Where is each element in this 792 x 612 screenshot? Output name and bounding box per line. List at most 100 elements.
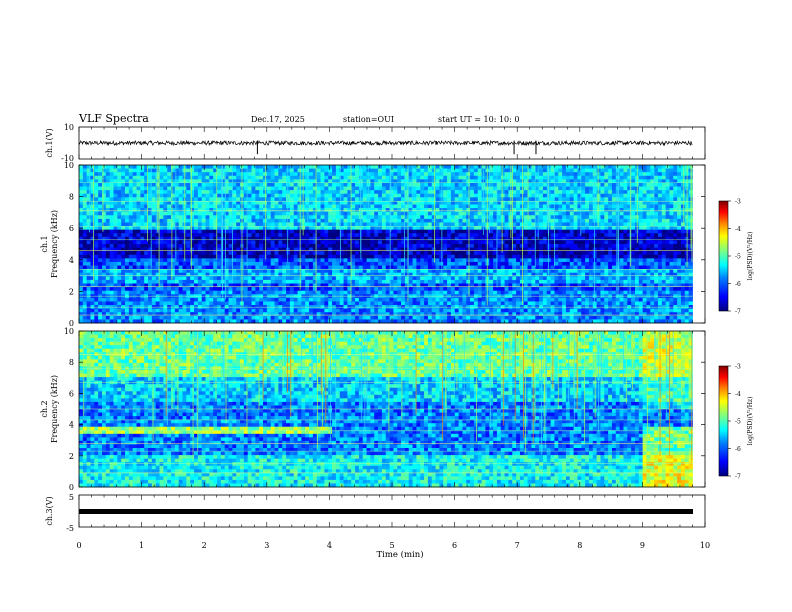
spectrogram-cell bbox=[286, 175, 291, 180]
spectrogram-cell bbox=[113, 197, 118, 202]
spectrogram-cell bbox=[362, 319, 367, 324]
spectrogram-cell bbox=[320, 272, 325, 277]
spectrogram-cell bbox=[270, 251, 275, 256]
spectrogram-cell bbox=[362, 222, 367, 227]
spectrogram-cell bbox=[512, 190, 517, 195]
spectrogram-cell bbox=[217, 240, 222, 245]
spectrogram-cell bbox=[366, 319, 371, 324]
spectrogram-cell bbox=[454, 301, 459, 306]
spectrogram-cell bbox=[358, 290, 364, 295]
spectrogram-cell bbox=[305, 236, 310, 241]
spectrogram-cell bbox=[343, 186, 348, 191]
spectrogram-cell bbox=[251, 229, 256, 234]
spectrogram-cell bbox=[332, 251, 337, 256]
spectrogram-cell bbox=[151, 272, 157, 277]
spectrogram-cell bbox=[117, 204, 122, 209]
spectrogram-cell bbox=[450, 200, 456, 205]
spectrogram-cell bbox=[289, 168, 295, 173]
spectrogram-cell bbox=[255, 236, 260, 241]
spectrogram-cell bbox=[320, 179, 325, 184]
spectrogram-cell bbox=[98, 254, 103, 259]
spectrogram-cell bbox=[309, 182, 314, 187]
spectrogram-cell bbox=[117, 218, 122, 223]
spectrogram-cell bbox=[274, 222, 279, 227]
spectrogram-cell bbox=[443, 312, 448, 317]
spectrogram-cell bbox=[504, 226, 509, 231]
spectrogram-cell bbox=[274, 211, 279, 216]
spectrogram-cell bbox=[458, 200, 463, 205]
spectrogram-cell bbox=[136, 244, 141, 248]
spectrogram-cell bbox=[312, 222, 318, 227]
spectrogram-cell bbox=[435, 190, 440, 195]
spectrogram-cell bbox=[496, 265, 502, 270]
spectrogram-cell bbox=[370, 269, 375, 274]
spectrogram-cell bbox=[355, 215, 360, 220]
spectrogram-cell bbox=[163, 229, 168, 234]
spectrogram-cell bbox=[401, 244, 406, 248]
spectrogram-cell bbox=[255, 208, 260, 213]
spectrogram-cell bbox=[332, 182, 337, 187]
spectrogram-cell bbox=[132, 175, 137, 180]
spectrogram-cell bbox=[220, 290, 226, 295]
spectrogram-cell bbox=[125, 168, 130, 173]
spectrogram-cell bbox=[328, 211, 333, 216]
spectrogram-cell bbox=[86, 222, 91, 227]
spectrogram-cell bbox=[209, 254, 214, 259]
spectrogram-cell bbox=[362, 179, 367, 184]
spectrogram-cell bbox=[397, 204, 402, 209]
spectrogram-cell bbox=[90, 244, 95, 248]
spectrogram-cell bbox=[105, 197, 111, 202]
spectrogram-cell bbox=[167, 272, 172, 277]
spectrogram-cell bbox=[117, 290, 122, 295]
spectrogram-cell bbox=[500, 244, 505, 248]
spectrogram-cell bbox=[171, 315, 176, 320]
spectrogram-cell bbox=[447, 186, 452, 191]
spectrogram-cell bbox=[389, 229, 394, 234]
spectrogram-cell bbox=[186, 165, 191, 169]
spectrogram-cell bbox=[109, 240, 114, 245]
spectrogram-cell bbox=[286, 172, 291, 177]
spectrogram-cell bbox=[251, 319, 256, 324]
spectrogram-cell bbox=[197, 265, 203, 270]
spectrogram-cell bbox=[125, 200, 130, 205]
spectrogram-cell bbox=[274, 182, 279, 187]
spectrogram-cell bbox=[236, 200, 241, 205]
spectrogram-cell bbox=[397, 272, 402, 277]
spectrogram-cell bbox=[424, 258, 429, 263]
spectrogram-cell bbox=[351, 204, 356, 209]
spectrogram-cell bbox=[466, 272, 471, 277]
spectrogram-cell bbox=[389, 211, 394, 216]
spectrogram-cell bbox=[98, 190, 103, 195]
spectrogram-cell bbox=[493, 236, 498, 241]
spectrogram-cell bbox=[247, 168, 252, 173]
spectrogram-cell bbox=[404, 247, 410, 252]
spectrogram-cell bbox=[458, 211, 463, 216]
spectrogram-cell bbox=[186, 269, 191, 274]
spectrogram-cell bbox=[194, 200, 199, 205]
spectrogram-cell bbox=[378, 251, 383, 256]
spectrogram-cell bbox=[316, 301, 321, 306]
spectrogram-cell bbox=[416, 218, 421, 223]
spectrogram-cell bbox=[328, 251, 333, 256]
spectrogram-cell bbox=[240, 319, 245, 324]
spectrogram-cell bbox=[266, 254, 272, 259]
spectrogram-cell bbox=[454, 204, 459, 209]
spectrogram-cell bbox=[278, 218, 283, 223]
spectrogram-cell bbox=[381, 168, 387, 173]
spectrogram-cell bbox=[378, 279, 383, 284]
spectrogram-cell bbox=[159, 319, 164, 324]
spectrogram-cell bbox=[297, 279, 302, 284]
spectrogram-cell bbox=[351, 179, 356, 184]
spectrogram-cell bbox=[316, 258, 321, 263]
spectrogram-cell bbox=[228, 208, 233, 213]
spectrogram-cell bbox=[289, 236, 295, 241]
spectrogram-cell bbox=[266, 297, 272, 302]
spectrogram-cell bbox=[462, 283, 467, 288]
spectrogram-cell bbox=[328, 175, 333, 180]
spectrogram-cell bbox=[458, 208, 463, 213]
spectrogram-cell bbox=[408, 215, 413, 220]
spectrogram-cell bbox=[332, 265, 337, 270]
spectrogram-cell bbox=[431, 168, 436, 173]
spectrogram-cell bbox=[94, 251, 99, 256]
spectrogram-cell bbox=[117, 308, 122, 313]
